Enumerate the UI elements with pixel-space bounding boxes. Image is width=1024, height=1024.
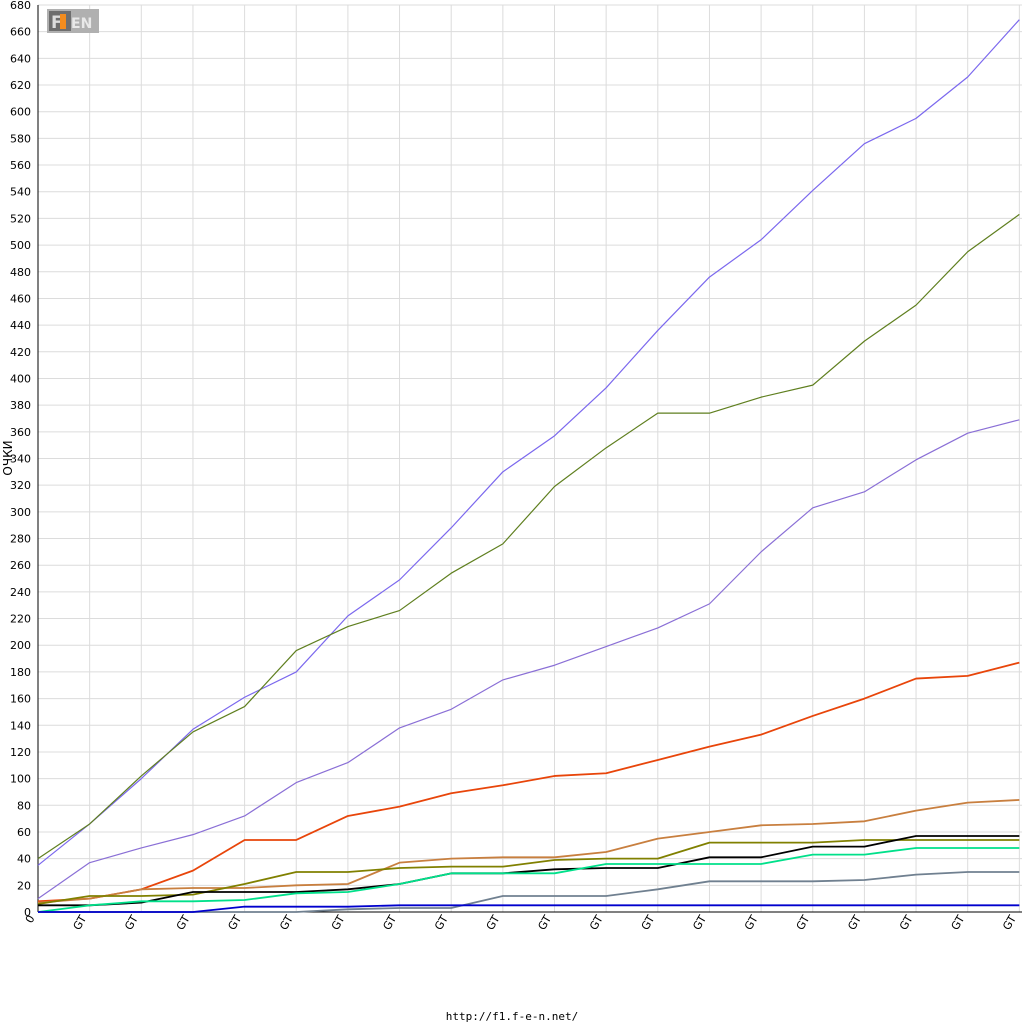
x-tick-label: GT [226, 913, 245, 933]
y-tick-label: 80 [17, 799, 31, 812]
y-tick-label: 360 [10, 426, 31, 439]
f1-fen-logo-icon: F EN [47, 9, 99, 33]
y-axis-label: ОЧКИ [1, 440, 15, 475]
y-tick-label: 500 [10, 239, 31, 252]
y-tick-label: 540 [10, 186, 31, 199]
x-tick-label: GT [794, 913, 813, 933]
y-tick-label: 280 [10, 533, 31, 546]
y-tick-label: 480 [10, 266, 31, 279]
x-tick-label: GT [122, 913, 141, 933]
series-line-7 [38, 835, 1020, 907]
x-tick-label: GT [329, 913, 348, 933]
x-tick-label: GT [639, 913, 658, 933]
y-tick-label: 180 [10, 666, 31, 679]
y-tick-label: 200 [10, 639, 31, 652]
x-tick-label: GT [845, 913, 864, 933]
x-tick-label: GT [277, 913, 296, 933]
x-tick-label: GT [484, 913, 503, 933]
x-tick-label: GT [897, 913, 916, 933]
y-tick-label: 60 [17, 826, 31, 839]
x-tick-label: GT [174, 913, 193, 933]
y-tick-label: 160 [10, 693, 31, 706]
y-tick-label: 560 [10, 159, 31, 172]
x-tick-label: GT [432, 913, 451, 933]
svg-text:EN: EN [71, 16, 92, 32]
y-tick-label: 640 [10, 52, 31, 65]
x-tick-label: GT [742, 913, 761, 933]
y-tick-label: 0 [24, 906, 31, 919]
y-tick-label: 300 [10, 506, 31, 519]
y-tick-label: 680 [10, 0, 31, 12]
y-tick-label: 520 [10, 212, 31, 225]
series-line-2 [37, 213, 1020, 860]
x-tick-label: GT [587, 913, 606, 933]
y-tick-label: 260 [10, 559, 31, 572]
y-tick-label: 580 [10, 132, 31, 145]
y-tick-label: 220 [10, 613, 31, 626]
series-line-5 [37, 799, 1020, 904]
series-line-10 [38, 904, 1020, 913]
chart-ticks: 0 20 40 60 80 100 120 140 160 180 200 220 240 260 280 3… [10, 0, 1019, 932]
y-tick-label: 20 [17, 879, 31, 892]
y-tick-label: 320 [10, 479, 31, 492]
y-tick-label: 100 [10, 773, 31, 786]
y-tick-label: 460 [10, 292, 31, 305]
series-line-4 [37, 661, 1020, 903]
y-tick-label: 40 [17, 853, 31, 866]
y-tick-label: 380 [10, 399, 31, 412]
x-tick-label: GT [380, 913, 399, 933]
series-line-8 [37, 847, 1020, 913]
y-tick-label: 440 [10, 319, 31, 332]
x-tick-label: GT [690, 913, 709, 933]
series-line-1 [37, 19, 1020, 866]
chart-series [37, 19, 1020, 913]
y-tick-label: 660 [10, 26, 31, 39]
chart-grid [37, 4, 1022, 913]
x-tick-label: GT [949, 913, 968, 933]
y-tick-label: 240 [10, 586, 31, 599]
y-tick-label: 620 [10, 79, 31, 92]
x-tick-label: GT [535, 913, 554, 933]
y-tick-label: 400 [10, 372, 31, 385]
y-tick-label: 340 [10, 453, 31, 466]
y-tick-label: 120 [10, 746, 31, 759]
x-tick-label: GT [1000, 913, 1019, 933]
x-tick-label: GT [71, 913, 90, 933]
footer-url: http://f1.f-e-n.net/ [445, 1010, 579, 1023]
y-tick-label: 420 [10, 346, 31, 359]
svg-text:F: F [51, 13, 63, 33]
y-tick-label: 140 [10, 719, 31, 732]
y-tick-label: 600 [10, 106, 31, 119]
series-line-3 [37, 419, 1020, 900]
